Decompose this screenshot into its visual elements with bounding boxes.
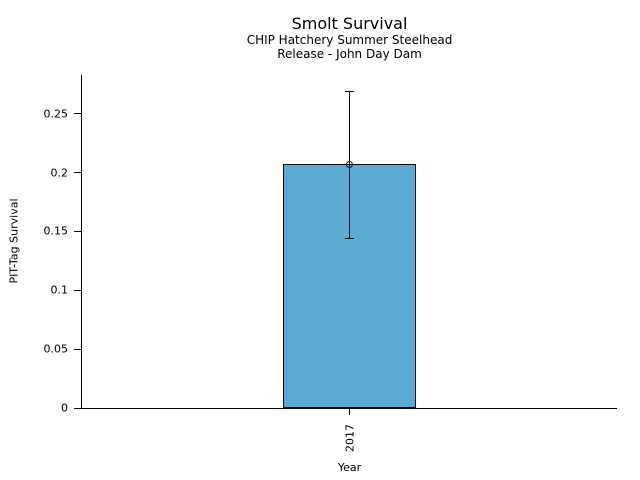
- y-tick-label: 0.15: [43, 224, 69, 238]
- y-tick-mark: [74, 172, 81, 174]
- y-tick-mark: [74, 289, 81, 291]
- y-axis-label: PIT-Tag Survival: [7, 198, 21, 284]
- y-tick-label: 0.1: [50, 283, 69, 297]
- x-axis-label: Year: [337, 461, 362, 474]
- y-tick-label: 0.05: [43, 342, 69, 356]
- error-bar-cap-bottom: [345, 238, 354, 240]
- y-tick-label: 0: [61, 401, 68, 415]
- error-bar-cap-top: [345, 90, 354, 92]
- y-tick-mark: [74, 348, 81, 350]
- plot-area: 0 0.05 0.1 0.15 0.2 0.25 2017: [44, 75, 617, 452]
- data-point-marker: [346, 160, 353, 168]
- y-tick-mark: [74, 113, 81, 115]
- x-tick-mark: [349, 408, 350, 415]
- y-tick-label: 0.25: [43, 107, 69, 121]
- y-tick-mark: [74, 407, 81, 409]
- chart-title: Smolt Survival: [291, 14, 408, 33]
- x-tick-label: 2017: [343, 424, 356, 452]
- chart-subtitle-line-2: Release - John Day Dam: [277, 46, 422, 61]
- chart-header: Smolt Survival CHIP Hatchery Summer Stee…: [82, 13, 617, 61]
- y-tick-mark: [74, 230, 81, 232]
- chart-subtitle-line-1: CHIP Hatchery Summer Steelhead: [246, 33, 453, 47]
- y-tick-label: 0.2: [50, 166, 69, 180]
